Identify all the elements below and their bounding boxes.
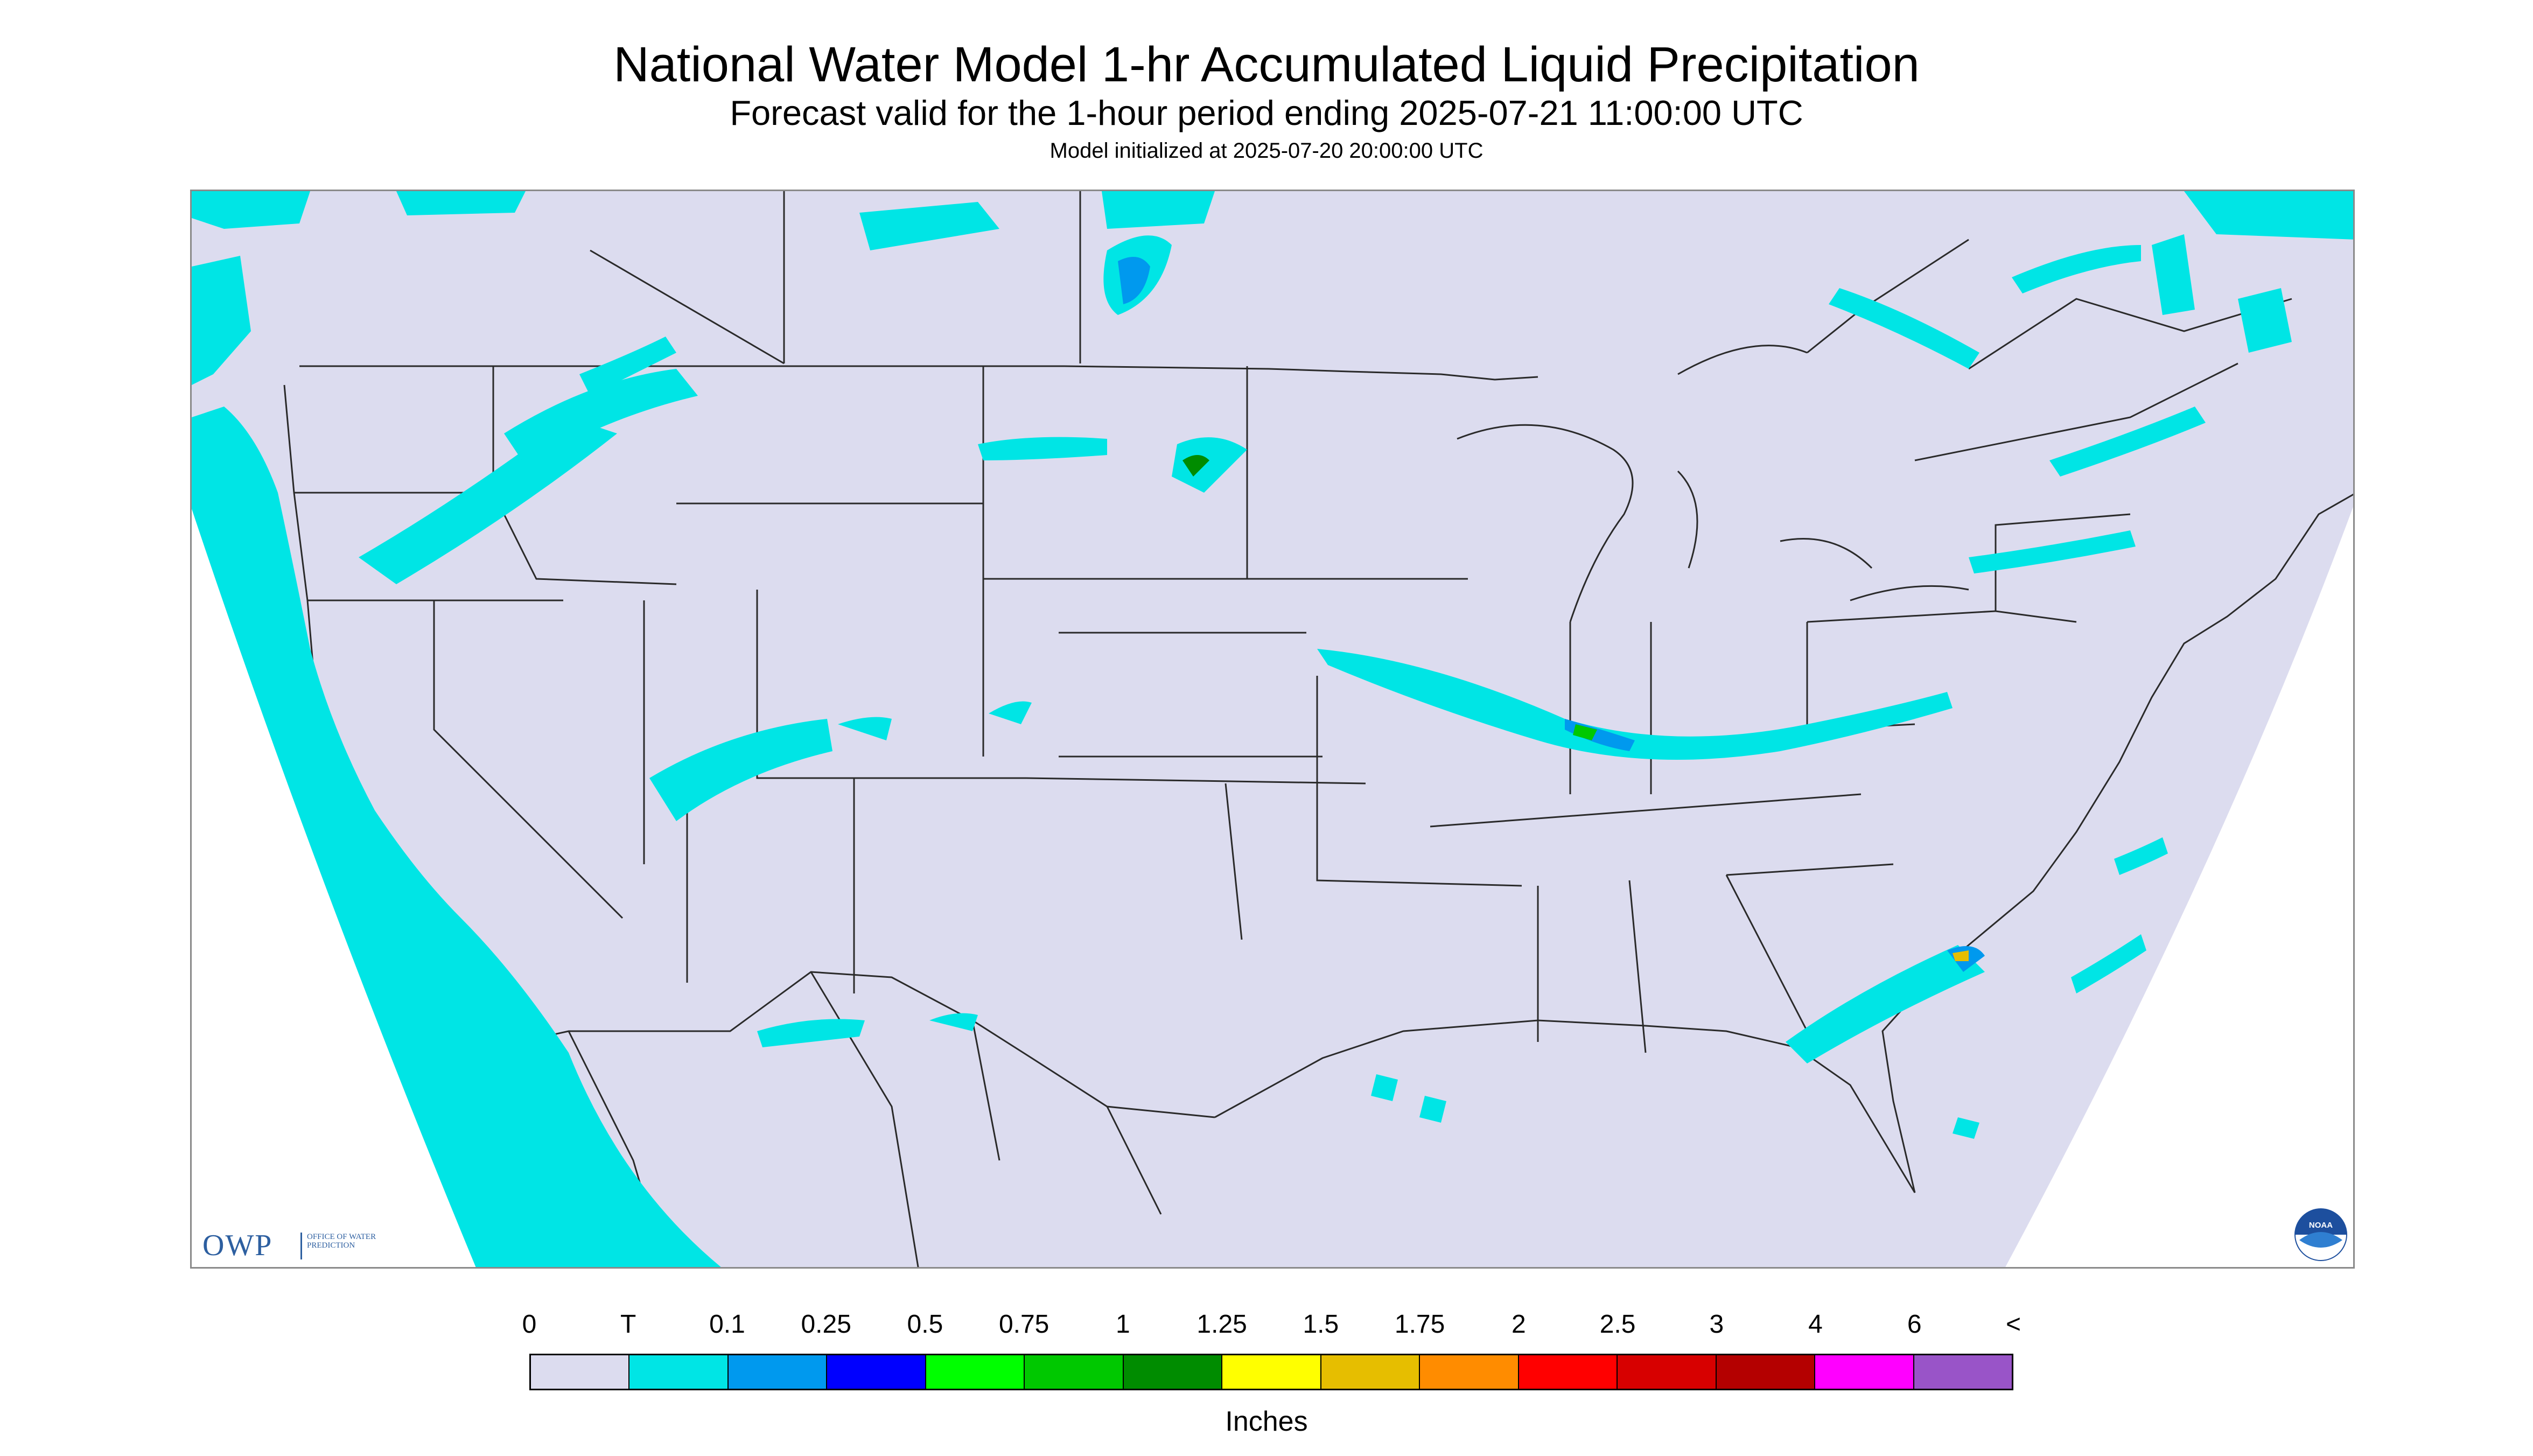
legend-swatch xyxy=(1123,1355,1223,1389)
legend-tick-label: 3 xyxy=(1709,1310,1724,1339)
precip-nd-core xyxy=(1182,455,1209,477)
precip-pacific-offshore xyxy=(192,407,721,1267)
legend-tick-label: T xyxy=(620,1310,636,1339)
border-nd-sd xyxy=(982,366,1247,757)
great-lakes xyxy=(1457,424,1969,622)
border-ca-nv xyxy=(433,600,624,919)
legend-swatch xyxy=(1025,1355,1124,1389)
legend-tick-label: 1.25 xyxy=(1196,1310,1247,1339)
mexico-interior xyxy=(568,971,1162,1267)
legend-swatch xyxy=(531,1355,630,1389)
precip-southwest xyxy=(757,1013,978,1047)
precip-canada-strip xyxy=(192,191,2353,250)
precip-four-corners xyxy=(649,701,1032,821)
noaa-logo-text: NOAA xyxy=(2308,1221,2333,1230)
precip-nd-sd xyxy=(978,437,1247,493)
border-ok-tx xyxy=(1026,777,1366,940)
precip-manitoba-core xyxy=(1118,257,1150,304)
map-canvas xyxy=(192,191,2353,1267)
legend-tick-label: 1.5 xyxy=(1303,1310,1339,1339)
border-ny-nj xyxy=(1995,513,2131,623)
noaa-logo: NOAA xyxy=(2294,1208,2348,1262)
legend-tick-label: 2 xyxy=(1511,1310,1526,1339)
canada-us-border xyxy=(299,365,1538,381)
border-ut-co xyxy=(756,590,1026,779)
precip-mid-atlantic xyxy=(1969,407,2206,573)
border-ky-tn xyxy=(1430,793,1862,828)
owp-logo-letters: OWP xyxy=(202,1229,273,1262)
us-gulf-coast xyxy=(1214,1019,1916,1193)
legend-tick-label: 2.5 xyxy=(1599,1310,1636,1339)
border-ga-sc xyxy=(1725,863,1894,1032)
owp-logo-subtext: OFFICE OF WATER PREDICTION xyxy=(307,1233,376,1250)
mexico-border xyxy=(471,971,1215,1118)
legend-swatch xyxy=(1716,1355,1816,1389)
legend-swatch xyxy=(1519,1355,1618,1389)
precip-se-core-2 xyxy=(1953,950,1969,961)
legend-swatch xyxy=(629,1355,729,1389)
precip-atlantic-se xyxy=(1786,837,2168,1063)
precip-heavier-areas xyxy=(1118,257,1985,972)
border-mo-ar xyxy=(1316,676,1522,887)
legend-swatch xyxy=(1815,1355,1914,1389)
map-title: National Water Model 1-hr Accumulated Li… xyxy=(613,37,1920,92)
precip-pnw-band-3 xyxy=(579,337,676,396)
legend-swatch xyxy=(1618,1355,1717,1389)
legend-tick-label: 0.75 xyxy=(998,1310,1049,1339)
legend-swatch xyxy=(1222,1355,1321,1389)
legend-tick-label: < xyxy=(2005,1310,2021,1339)
legend-swatch xyxy=(827,1355,926,1389)
border-ms-al xyxy=(1537,880,1647,1053)
forecast-valid-subtitle: Forecast valid for the 1-hour period end… xyxy=(730,93,1803,132)
precip-pacific-offshore-2 xyxy=(192,256,251,385)
legend-tick-label: 1 xyxy=(1116,1310,1130,1339)
legend-swatch xyxy=(1321,1355,1421,1389)
legend-tick-label: 0.5 xyxy=(907,1310,943,1339)
border-ne-ks xyxy=(1059,632,1323,758)
legend-swatch xyxy=(1914,1355,2012,1389)
legend-swatch xyxy=(926,1355,1025,1389)
precip-pnw-band-1 xyxy=(359,417,617,584)
precip-ohio-valley xyxy=(1317,649,1953,760)
legend-swatch xyxy=(728,1355,828,1389)
us-atlantic-coast xyxy=(1881,493,2353,1193)
precip-ohio-core-2 xyxy=(1573,724,1597,740)
precip-quebec xyxy=(1829,234,2292,369)
model-domain xyxy=(192,191,2353,1267)
border-id-mt xyxy=(492,366,677,585)
precip-trace-areas xyxy=(192,191,2353,1267)
legend-tick-label: 0.1 xyxy=(709,1310,745,1339)
border-mn-ia xyxy=(1246,366,1468,580)
legend-swatch xyxy=(1420,1355,1519,1389)
legend-tick-label: 0 xyxy=(522,1310,537,1339)
border-il-in xyxy=(1569,622,1652,794)
owp-logo-divider xyxy=(300,1233,302,1259)
noaa-emblem-icon xyxy=(2294,1208,2347,1261)
legend-tick-label: 4 xyxy=(1808,1310,1823,1339)
legend-colorbar xyxy=(529,1354,2013,1390)
legend-tick-label: 1.75 xyxy=(1394,1310,1445,1339)
model-init-text: Model initialized at 2025-07-20 20:00:00… xyxy=(1049,139,1484,163)
legend-labels: 0 T 0.1 0.25 0.5 0.75 1 1.25 1.5 1.75 2 2.5 3 4 6 < xyxy=(0,1310,2533,1342)
legend-units-label: Inches xyxy=(1225,1406,1308,1437)
legend-tick-label: 6 xyxy=(1907,1310,1922,1339)
precipitation-map: OWP OFFICE OF WATER PREDICTION NOAA xyxy=(190,190,2355,1269)
precip-pnw-band-2 xyxy=(504,369,698,466)
owp-logo: OWP OFFICE OF WATER PREDICTION xyxy=(202,1229,380,1262)
legend-tick-label: 0.25 xyxy=(801,1310,851,1339)
